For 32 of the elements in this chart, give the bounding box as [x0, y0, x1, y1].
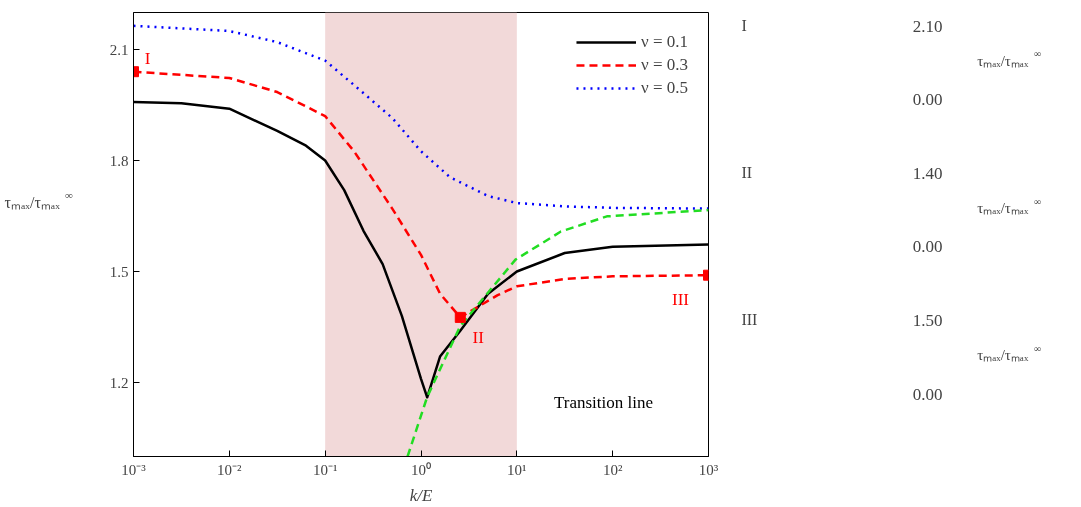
annotation: Transition line	[553, 392, 654, 412]
text: 1.40	[912, 163, 943, 183]
x-tick-label: 10⁻³	[121, 461, 147, 478]
annotation: II	[472, 328, 485, 348]
y-axis-title: τₘₐₓ/τₘₐₓ∞	[4, 189, 73, 212]
x-tick-label: 10⁻²	[217, 461, 243, 478]
text: II	[741, 163, 753, 181]
text: 2.10	[912, 16, 943, 36]
x-tick-label: 10⁰	[411, 461, 431, 478]
text: 0.00	[912, 384, 943, 404]
x-tick-label: 10¹	[507, 461, 527, 478]
text: 0.00	[912, 237, 943, 257]
text: τₘₐₓ/τₘₐₓ∞	[977, 342, 1042, 363]
text: 0.00	[912, 90, 943, 110]
text: 1.50	[912, 311, 943, 331]
text: τₘₐₓ/τₘₐₓ∞	[977, 195, 1042, 216]
text: τₘₐₓ/τₘₐₓ∞	[977, 48, 1042, 69]
legend-label: ν = 0.5	[640, 78, 688, 98]
x-tick-label: 10³	[698, 461, 719, 478]
y-tick-label: 2.1	[109, 41, 129, 58]
legend-label: ν = 0.3	[640, 55, 688, 75]
y-tick-label: 1.2	[109, 374, 129, 391]
y-tick-label: 1.5	[109, 263, 129, 280]
text: I	[741, 16, 747, 34]
annotation: I	[144, 48, 151, 68]
text: III	[741, 310, 758, 328]
x-axis-title: k/E	[409, 485, 433, 505]
annotation: III	[672, 290, 690, 310]
legend-label: ν = 0.1	[640, 32, 688, 52]
y-tick-label: 1.8	[109, 152, 129, 169]
x-tick-label: 10²	[602, 461, 623, 478]
x-tick-label: 10⁻¹	[312, 461, 338, 478]
